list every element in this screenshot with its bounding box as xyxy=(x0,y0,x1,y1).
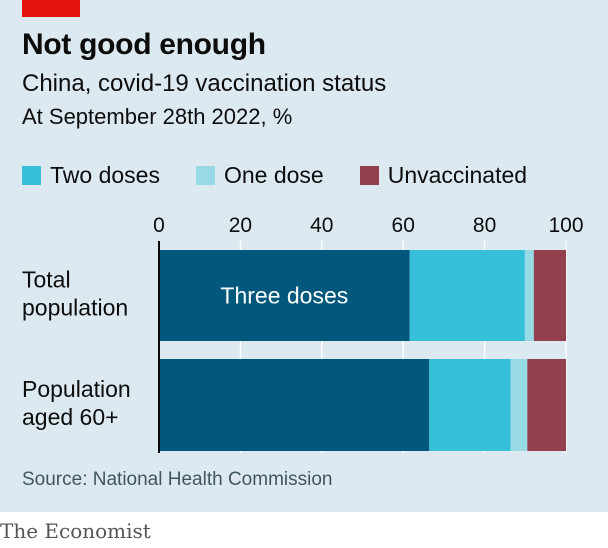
category-label-2-line-1: Population xyxy=(22,376,131,402)
legend-label-two-doses: Two doses xyxy=(50,162,160,188)
legend-item-unvaccinated: Unvaccinated xyxy=(359,162,528,189)
source-note: Source: National Health Commission xyxy=(22,469,333,490)
bar-segment-2-three-doses xyxy=(159,359,430,451)
category-label-1-line-1: Total xyxy=(22,267,71,293)
legend-item-one-dose: One dose xyxy=(195,162,324,189)
legend-label-unvaccinated: Unvaccinated xyxy=(387,162,528,188)
category-label-2-line-2: aged 60+ xyxy=(22,404,119,430)
x-tick-label-80: 80 xyxy=(473,214,496,237)
bar-segment-1-one-dose xyxy=(524,250,534,341)
x-tick-label-40: 40 xyxy=(310,214,333,237)
bar-segment-1-two-doses xyxy=(409,250,525,341)
legend-swatch-unvaccinated xyxy=(359,166,379,185)
bar-segment-1-three-doses xyxy=(159,250,410,341)
category-label-1-line-2: population xyxy=(22,295,128,321)
bar-segment-2-one-dose xyxy=(510,359,528,451)
bar-segment-2-unvaccinated xyxy=(527,359,566,451)
bar-segment-1-unvaccinated xyxy=(533,250,566,341)
legend-label-one-dose: One dose xyxy=(223,162,324,188)
brand-red-tag xyxy=(22,0,80,17)
legend: Two doses One dose Unvaccinated xyxy=(22,162,563,189)
x-tick-label-20: 20 xyxy=(229,214,252,237)
chart-date-unit: At September 28th 2022, % xyxy=(22,104,293,129)
bar-segment-2-two-doses xyxy=(429,359,511,451)
brand-logo: The Economist xyxy=(0,519,151,543)
legend-swatch-two-doses xyxy=(22,166,41,185)
legend-swatch-one-dose xyxy=(195,166,215,185)
x-tick-label-60: 60 xyxy=(392,214,415,237)
chart-subtitle: China, covid-19 vaccination status xyxy=(22,70,387,97)
legend-item-two-doses: Two doses xyxy=(22,162,160,189)
chart-title: Not good enough xyxy=(22,28,266,61)
x-tick-label-100: 100 xyxy=(548,214,583,237)
x-tick-label-0: 0 xyxy=(153,214,165,237)
bar-label-three-doses: Three doses xyxy=(220,283,348,309)
